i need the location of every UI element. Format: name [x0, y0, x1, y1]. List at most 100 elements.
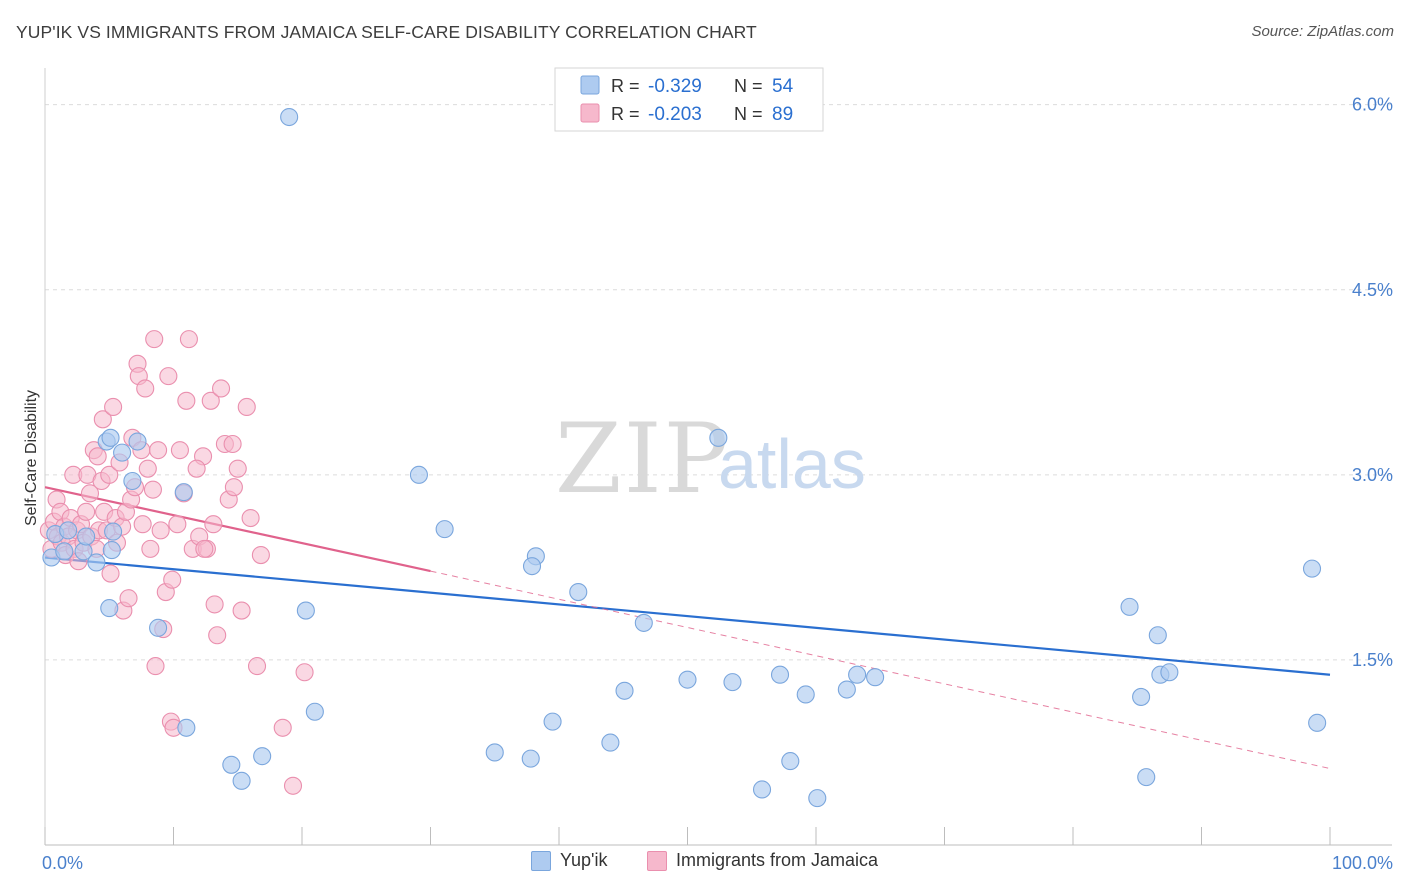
source-label: Source: ZipAtlas.com — [1251, 23, 1394, 40]
point-jamaica — [168, 515, 187, 534]
y-tick-label: 1.5% — [1352, 650, 1393, 670]
point-jamaica — [93, 410, 112, 429]
point-yupik — [1132, 687, 1151, 706]
point-jamaica — [104, 397, 123, 417]
point-yupik — [1302, 559, 1322, 578]
point-jamaica — [163, 570, 182, 589]
legend-label-jamaica: Immigrants from Jamaica — [676, 850, 879, 870]
point-yupik — [837, 680, 856, 699]
point-yupik — [866, 668, 885, 687]
legend-r-value-1: -0.329 — [648, 76, 702, 97]
point-yupik — [543, 712, 562, 731]
point-jamaica — [80, 484, 100, 503]
point-yupik — [521, 749, 540, 768]
trend-layer — [44, 486, 1331, 769]
point-jamaica — [195, 539, 214, 558]
legend-n-value-1: 54 — [772, 76, 794, 97]
point-jamaica — [133, 515, 152, 534]
point-yupik — [305, 702, 324, 721]
tick-label-layer: 1.5% 3.0% 4.5% 6.0% 0.0% 100.0% — [42, 95, 1393, 873]
point-jamaica — [143, 480, 162, 499]
point-yupik — [123, 471, 142, 491]
point-jamaica — [205, 595, 224, 614]
point-jamaica — [247, 657, 267, 676]
point-jamaica — [179, 330, 198, 349]
point-yupik — [59, 521, 78, 540]
point-yupik — [781, 752, 800, 771]
point-jamaica — [232, 601, 251, 620]
x-tick-label: 100.0% — [1332, 853, 1393, 873]
legend-item-jamaica: Immigrants from Jamaica — [647, 850, 878, 871]
point-jamaica — [251, 545, 270, 565]
y-tick-label: 4.5% — [1352, 280, 1393, 300]
point-jamaica — [283, 776, 303, 795]
point-yupik — [709, 428, 728, 447]
point-jamaica — [187, 459, 206, 478]
watermark-atlas: atlas — [718, 425, 866, 503]
point-jamaica — [138, 459, 157, 478]
legend-r-label-2: R = — [611, 104, 640, 124]
point-jamaica — [211, 379, 231, 398]
point-yupik — [796, 685, 815, 704]
point-yupik — [601, 733, 620, 752]
legend-item-yupik: Yup'ik — [531, 850, 607, 871]
point-jamaica — [224, 478, 243, 497]
point-jamaica — [88, 447, 107, 466]
axes-layer — [44, 68, 1392, 846]
point-yupik — [848, 665, 867, 684]
point-jamaica — [295, 663, 314, 682]
point-yupik — [102, 541, 121, 560]
legend-r-label-1: R = — [611, 76, 640, 96]
point-yupik — [1148, 626, 1167, 645]
point-jamaica — [237, 397, 256, 417]
y-tick-label: 3.0% — [1352, 465, 1393, 485]
point-yupik — [101, 428, 120, 447]
point-yupik — [104, 522, 123, 541]
point-yupik — [100, 599, 119, 618]
point-yupik — [569, 583, 588, 602]
point-yupik — [296, 601, 315, 620]
point-yupik — [435, 520, 454, 539]
point-jamaica — [146, 657, 165, 676]
legend-n-label-2: N = — [734, 104, 763, 124]
point-yupik — [280, 107, 299, 127]
point-yupik — [1137, 768, 1156, 787]
point-jamaica — [241, 508, 260, 528]
point-yupik — [128, 432, 147, 451]
point-jamaica — [273, 718, 292, 737]
point-jamaica — [170, 441, 189, 460]
point-jamaica — [204, 515, 223, 534]
point-jamaica — [159, 367, 178, 386]
point-yupik — [87, 553, 106, 572]
legend-swatch-jamaica — [580, 103, 600, 123]
point-yupik — [634, 613, 653, 632]
legend-swatch-yupik — [580, 75, 600, 95]
point-yupik — [1160, 663, 1179, 682]
point-yupik — [174, 483, 193, 502]
legend-n-label-1: N = — [734, 76, 763, 96]
x-tick-label: 0.0% — [42, 853, 83, 873]
point-yupik — [522, 557, 542, 576]
point-yupik — [232, 771, 251, 790]
point-yupik — [222, 755, 241, 774]
watermark-zip: ZIP — [555, 403, 730, 515]
point-jamaica — [208, 626, 227, 645]
point-yupik — [723, 673, 742, 692]
point-yupik — [770, 665, 790, 684]
point-jamaica — [145, 330, 164, 349]
legend-top: R = -0.329 N = 54 R = -0.203 N = 89 — [554, 67, 824, 132]
points-layer — [39, 107, 1327, 808]
legend-label-yupik: Yup'ik — [560, 850, 608, 870]
point-yupik — [177, 718, 196, 737]
point-jamaica — [228, 459, 247, 478]
point-yupik — [1120, 597, 1139, 616]
point-jamaica — [119, 589, 138, 608]
point-jamaica — [177, 391, 196, 410]
point-yupik — [113, 443, 132, 462]
point-jamaica — [151, 521, 170, 540]
point-yupik — [485, 743, 504, 762]
legend-bottom: Yup'ik Immigrants from Jamaica — [0, 850, 1406, 880]
legend-n-value-2: 89 — [772, 104, 793, 125]
point-jamaica — [141, 539, 160, 558]
